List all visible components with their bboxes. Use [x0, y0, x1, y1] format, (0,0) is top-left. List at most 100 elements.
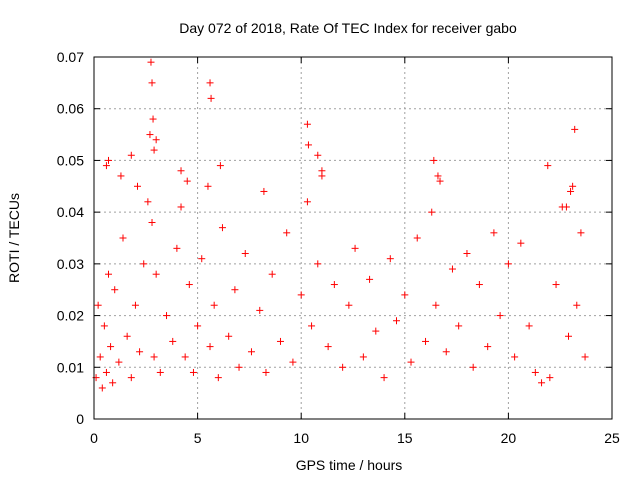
x-tick-label: 25: [604, 430, 620, 446]
data-point: [380, 374, 388, 382]
data-point: [146, 131, 154, 139]
data-point: [569, 182, 577, 190]
data-point: [393, 317, 401, 325]
data-points: [92, 58, 589, 392]
y-tick-label: 0.05: [57, 152, 84, 168]
data-point: [210, 301, 218, 309]
data-point: [150, 146, 158, 154]
data-point: [469, 363, 477, 371]
x-tick-label: 0: [90, 430, 98, 446]
x-tick-label: 15: [397, 430, 413, 446]
data-point: [177, 203, 185, 211]
data-point: [147, 58, 155, 66]
data-point: [345, 301, 353, 309]
y-tick-label: 0: [76, 411, 84, 427]
data-point: [198, 255, 206, 263]
data-point: [308, 322, 316, 330]
data-point: [448, 265, 456, 273]
data-point: [204, 182, 212, 190]
data-point: [314, 260, 322, 268]
data-point: [247, 348, 255, 356]
data-point: [96, 353, 104, 361]
data-point: [241, 250, 249, 258]
data-point: [303, 198, 311, 206]
grid: [94, 57, 612, 419]
y-tick-label: 0.04: [57, 204, 84, 220]
data-point: [206, 343, 214, 351]
data-point: [194, 322, 202, 330]
data-point: [214, 374, 222, 382]
data-point: [366, 275, 374, 283]
data-point: [173, 244, 181, 252]
data-point: [303, 120, 311, 128]
data-point: [144, 198, 152, 206]
y-tick-label: 0.02: [57, 308, 84, 324]
data-point: [504, 260, 512, 268]
y-axis-label: ROTI / TECUs: [6, 193, 22, 283]
data-point: [339, 363, 347, 371]
data-point: [148, 218, 156, 226]
data-point: [181, 353, 189, 361]
y-tick-label: 0.06: [57, 101, 84, 117]
data-point: [183, 177, 191, 185]
data-point: [117, 172, 125, 180]
data-point: [169, 337, 177, 345]
data-point: [401, 291, 409, 299]
y-tick-label: 0.01: [57, 359, 84, 375]
data-point: [152, 270, 160, 278]
data-point: [98, 384, 106, 392]
data-point: [276, 337, 284, 345]
data-point: [140, 260, 148, 268]
data-point: [544, 162, 552, 170]
data-point: [150, 353, 158, 361]
data-point: [119, 234, 127, 242]
data-point: [517, 239, 525, 247]
data-point: [185, 281, 193, 289]
data-point: [123, 332, 131, 340]
data-point: [463, 250, 471, 258]
data-point: [207, 94, 215, 102]
data-point: [351, 244, 359, 252]
data-point: [571, 125, 579, 133]
data-point: [100, 322, 108, 330]
data-point: [94, 301, 102, 309]
data-point: [231, 286, 239, 294]
data-point: [562, 203, 570, 211]
data-point: [496, 312, 504, 320]
data-point: [432, 301, 440, 309]
data-point: [163, 312, 171, 320]
data-point: [304, 141, 312, 149]
data-point: [573, 301, 581, 309]
data-point: [428, 208, 436, 216]
data-point: [324, 343, 332, 351]
x-tick-label: 20: [501, 430, 517, 446]
data-point: [136, 348, 144, 356]
data-point: [127, 374, 135, 382]
data-point: [115, 358, 123, 366]
data-point: [134, 182, 142, 190]
data-point: [235, 363, 243, 371]
data-point: [455, 322, 463, 330]
data-point: [484, 343, 492, 351]
data-point: [152, 136, 160, 144]
data-point: [109, 379, 117, 387]
data-point: [314, 151, 322, 159]
data-point: [189, 368, 197, 376]
chart-title: Day 072 of 2018, Rate Of TEC Index for r…: [179, 20, 517, 36]
data-point: [216, 162, 224, 170]
data-point: [127, 151, 135, 159]
data-point: [268, 270, 276, 278]
x-tick-label: 10: [293, 430, 309, 446]
data-point: [260, 187, 268, 195]
data-point: [177, 167, 185, 175]
y-tick-label: 0.03: [57, 256, 84, 272]
data-point: [102, 368, 110, 376]
data-point: [149, 115, 157, 123]
data-point: [283, 229, 291, 237]
data-point: [475, 281, 483, 289]
data-point: [546, 374, 554, 382]
data-point: [386, 255, 394, 263]
data-point: [102, 162, 110, 170]
data-point: [262, 368, 270, 376]
